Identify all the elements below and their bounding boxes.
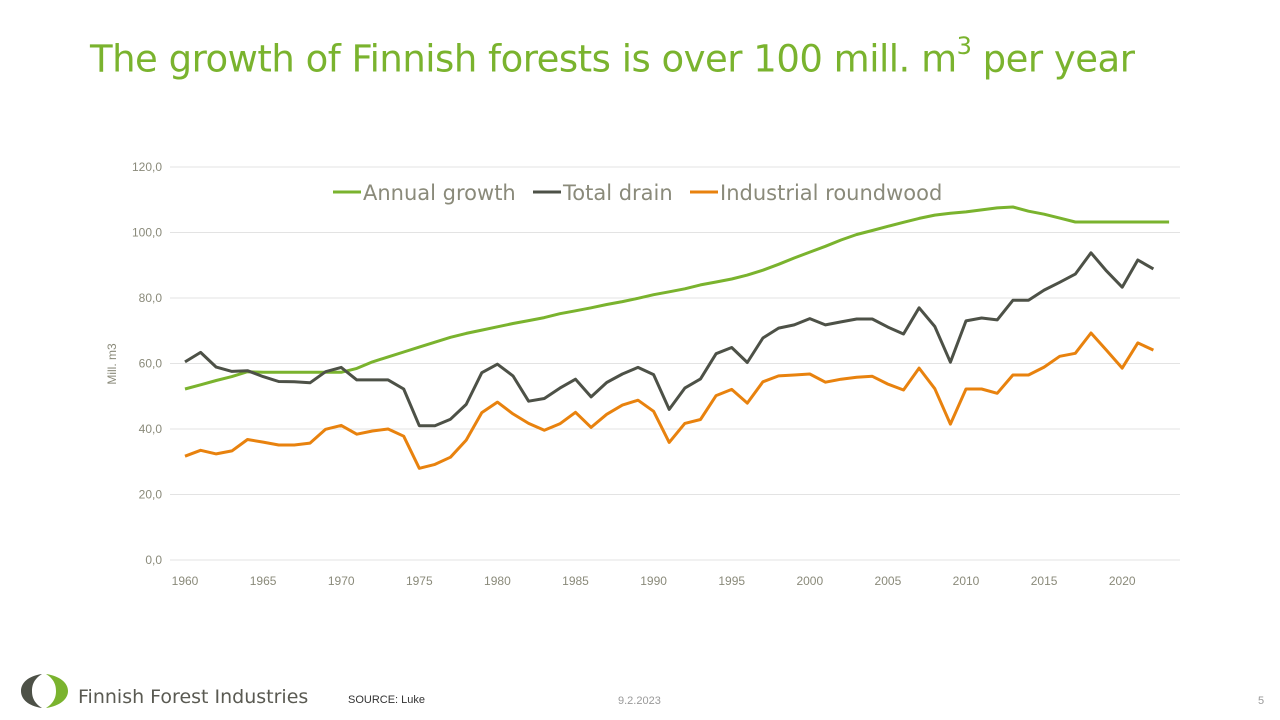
- x-tick-label: 2015: [1031, 574, 1058, 588]
- x-tick-label: 1970: [328, 574, 355, 588]
- slide-date: 9.2.2023: [618, 695, 661, 707]
- y-tick-label: 100,0: [132, 226, 162, 240]
- series-line-total-drain: [184, 251, 1155, 428]
- title-superscript: 3: [956, 32, 972, 60]
- x-tick-label: 1990: [640, 574, 667, 588]
- x-tick-label: 2010: [953, 574, 980, 588]
- legend-label: Industrial roundwood: [720, 181, 942, 205]
- y-tick-label: 20,0: [139, 488, 163, 502]
- series-line-annual-growth: [184, 205, 1170, 391]
- brand-name: Finnish Forest Industries: [78, 686, 309, 708]
- x-tick-label: 1985: [562, 574, 589, 588]
- legend-label: Total drain: [562, 181, 673, 205]
- company-logo-icon: [21, 674, 68, 708]
- title-text: The growth of Finnish forests is over 10…: [90, 37, 957, 81]
- slide-title: The growth of Finnish forests is over 10…: [90, 32, 1135, 81]
- series-line-industrial-roundwood: [184, 331, 1155, 470]
- x-tick-label: 1965: [250, 574, 277, 588]
- x-tick-label: 2000: [796, 574, 823, 588]
- y-tick-label: 120,0: [132, 160, 162, 174]
- source-note: SOURCE: Luke: [348, 694, 426, 706]
- page-number: 5: [1258, 695, 1265, 707]
- y-tick-label: 40,0: [139, 422, 163, 436]
- y-axis-label: Mill. m3: [105, 343, 119, 385]
- x-tick-label: 1995: [718, 574, 745, 588]
- title-text-end: per year: [971, 37, 1135, 81]
- x-tick-label: 1960: [172, 574, 199, 588]
- y-tick-label: 60,0: [139, 357, 163, 371]
- legend-label: Annual growth: [363, 181, 516, 205]
- x-tick-label: 1980: [484, 574, 511, 588]
- y-tick-label: 0,0: [145, 553, 162, 567]
- x-tick-label: 1975: [406, 574, 433, 588]
- x-tick-label: 2005: [875, 574, 902, 588]
- x-tick-label: 2020: [1109, 574, 1136, 588]
- y-tick-label: 80,0: [139, 291, 163, 305]
